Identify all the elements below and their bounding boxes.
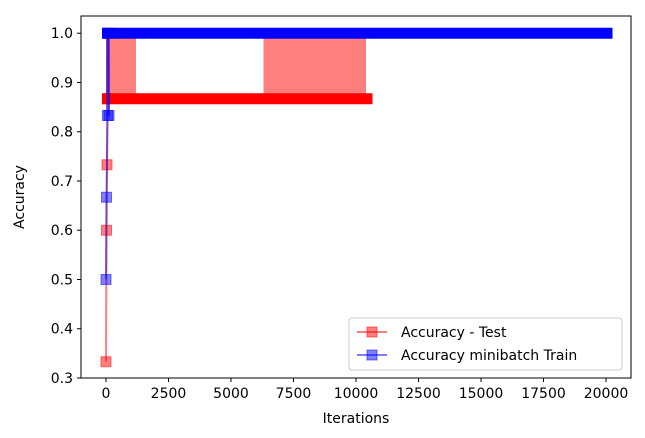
y-axis: 0.3 0.4 0.5 0.6 0.7 0.8 0.9 1.0 [51,26,81,387]
x-tick-label: 15000 [459,386,504,402]
dense-line [102,27,613,39]
dense-line [102,93,373,105]
x-tick-label: 10000 [334,386,379,402]
y-axis-label: Accuracy [12,165,28,229]
y-tick-label: 0.3 [51,371,73,387]
data-point [100,356,112,368]
legend-marker [366,326,378,338]
data-point [103,109,115,121]
legend: Accuracy - Test Accuracy minibatch Train [348,317,623,371]
legend-entry: Accuracy - Test [357,325,507,341]
y-tick-label: 0.4 [51,322,73,338]
data-point [100,273,112,285]
x-axis-label: Iterations [323,411,390,427]
legend-label: Accuracy - Test [401,325,507,341]
x-tick-label: 12500 [396,386,441,402]
x-axis: 0 2500 5000 7500 10000 12500 15000 17500 20000 [102,378,629,402]
dense-band [106,33,136,99]
x-tick-label: 0 [102,386,111,402]
legend-label: Accuracy minibatch Train [401,348,577,364]
legend-box [348,317,623,371]
y-tick-label: 0.8 [51,125,73,141]
data-point [101,191,112,203]
y-tick-label: 0.5 [51,272,73,288]
y-tick-label: 0.7 [51,174,73,190]
x-tick-label: 2500 [151,386,187,402]
x-tick-label: 7500 [276,386,312,402]
series-train [100,27,613,285]
y-tick-label: 0.9 [51,75,73,91]
x-tick-label: 20000 [584,386,629,402]
legend-entry: Accuracy minibatch Train [357,348,577,364]
dense-band [263,33,366,99]
plot-area [100,27,613,368]
legend-marker [366,349,378,361]
x-tick-label: 17500 [521,386,566,402]
x-tick-label: 5000 [213,386,249,402]
y-tick-label: 0.6 [51,223,73,239]
y-tick-label: 1.0 [51,26,73,42]
data-point [103,27,114,39]
